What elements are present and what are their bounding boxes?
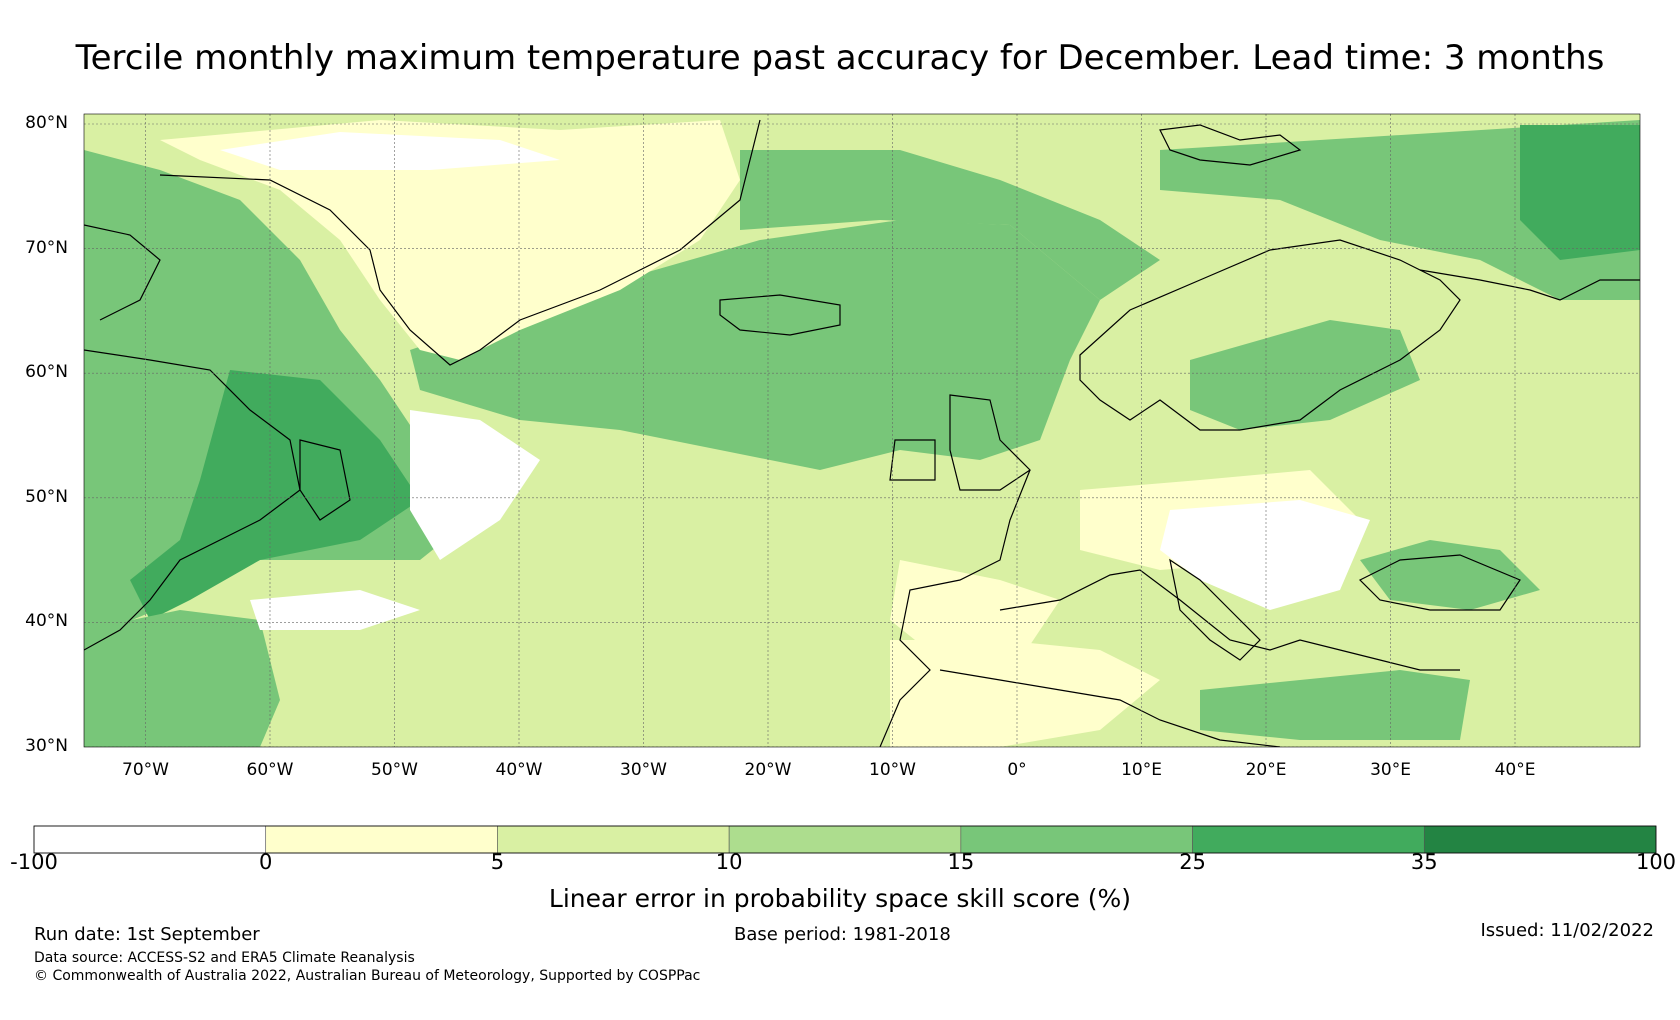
lon-tick-label: 40°W [495, 760, 543, 780]
coastline-north-africa [939, 669, 1281, 747]
lon-tick-label: 30°E [1370, 760, 1411, 780]
lon-tick-label: 60°W [246, 760, 294, 780]
colorbar-tick-label: -100 [10, 850, 58, 874]
coastline-baffin-island [84, 224, 161, 321]
lat-tick-label: 80°N [25, 113, 68, 133]
data-source: Data source: ACCESS-S2 and ERA5 Climate … [34, 950, 415, 966]
skill-region-labrador [130, 370, 420, 620]
colorbar-tick-label: 15 [947, 850, 975, 874]
skill-region-subtropical-west [84, 610, 280, 747]
lat-tick-label: 60°N [25, 362, 68, 383]
skill-region-black-sea [1360, 540, 1540, 610]
coastline-greenland [159, 119, 761, 366]
colorbar-tick-label: 100 [1635, 850, 1677, 874]
copyright: © Commonwealth of Australia 2022, Austra… [34, 968, 701, 984]
coastline-mediterranean-north [999, 569, 1460, 671]
coastline-iceland [719, 294, 841, 336]
coastline-britain [949, 394, 1031, 491]
lon-tick-label: 0° [1007, 760, 1027, 780]
skill-region-no-skill-med [1160, 500, 1370, 610]
coastline-labrador [84, 349, 301, 651]
coastline-black-sea [1358, 554, 1521, 611]
graticule [84, 114, 1640, 747]
skill-region-no-skill-atlantic [410, 410, 540, 560]
lon-tick-label: 40°E [1494, 760, 1536, 780]
colorbar-bin [497, 825, 730, 854]
lat-tick-label: 30°N [25, 736, 68, 756]
skill-region-baltic [1190, 320, 1420, 430]
lat-tick-label: 50°N [25, 486, 68, 507]
base-period: Base period: 1981-2018 [734, 924, 951, 945]
lon-tick-label: 30°W [620, 760, 667, 780]
colorbar-tick-label: 25 [1179, 850, 1206, 874]
coastlines [84, 119, 1640, 747]
lon-tick-label: 20°E [1245, 760, 1287, 780]
skill-region-central-atlantic [410, 220, 1100, 470]
coastline-svalbard [1159, 124, 1302, 166]
skill-region-greenland [160, 120, 740, 360]
coastline-kola [1419, 269, 1640, 301]
issued-date: Issued: 11/02/2022 [1480, 920, 1654, 941]
colorbar-tick-label: 5 [490, 850, 505, 874]
colorbar [33, 825, 1657, 854]
coastline-europe-atlantic [879, 469, 1031, 747]
colorbar-label: Linear error in probability space skill … [548, 884, 1132, 913]
skill-region-east-med [1200, 670, 1470, 740]
coastline-italy [1169, 558, 1261, 661]
skill-region-no-skill-west [250, 590, 420, 630]
colorbar-bin [1192, 825, 1425, 854]
map-frame [83, 113, 1641, 748]
skill-region-greenland-cap [220, 132, 560, 170]
run-date: Run date: 1st September [34, 924, 260, 945]
coastline-ireland [889, 439, 936, 481]
skill-region-barents-deep [1520, 125, 1640, 260]
lon-tick-label: 70°W [122, 760, 169, 780]
coastline-scandinavia [1079, 239, 1461, 431]
skill-region-norwegian-sea [740, 150, 1160, 300]
lon-tick-label: 10°E [1121, 760, 1162, 780]
lon-tick-label: 20°W [744, 760, 792, 780]
colorbar-bin [1423, 825, 1657, 854]
colorbar-bin [33, 825, 267, 854]
colorbar-tick-label: 0 [259, 850, 273, 874]
lat-tick-label: 40°N [25, 611, 68, 632]
colorbar-tick-label: 35 [1410, 850, 1438, 874]
skill-region-north-africa [890, 640, 1160, 747]
colorbar-bin [960, 825, 1193, 854]
lon-tick-label: 10°W [869, 760, 916, 780]
lat-tick-label: 70°N [25, 237, 68, 258]
colorbar-frame [33, 825, 1657, 854]
map-title: Tercile monthly maximum temperature past… [75, 38, 1605, 78]
coastline-newfoundland [299, 439, 351, 521]
colorbar-bin [728, 825, 962, 854]
lon-tick-label: 50°W [371, 760, 418, 780]
colorbar-tick-label: 10 [715, 850, 743, 874]
colorbar-bin [265, 825, 498, 854]
